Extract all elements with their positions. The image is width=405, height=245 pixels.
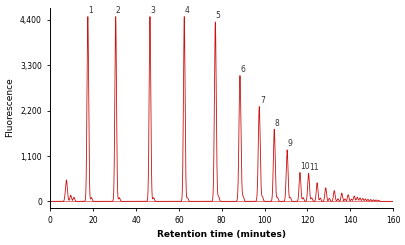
Y-axis label: Fluorescence: Fluorescence	[6, 78, 15, 137]
Text: 1: 1	[88, 6, 93, 15]
Text: 9: 9	[287, 139, 292, 148]
X-axis label: Retention time (minutes): Retention time (minutes)	[157, 231, 286, 239]
Text: 5: 5	[215, 11, 220, 20]
Text: 8: 8	[274, 119, 279, 128]
Text: 11: 11	[308, 163, 318, 172]
Text: 7: 7	[259, 96, 264, 105]
Text: 6: 6	[240, 65, 245, 74]
Text: 4: 4	[184, 6, 189, 15]
Text: 3: 3	[149, 6, 154, 15]
Text: 10: 10	[300, 162, 309, 171]
Text: 2: 2	[115, 6, 120, 15]
